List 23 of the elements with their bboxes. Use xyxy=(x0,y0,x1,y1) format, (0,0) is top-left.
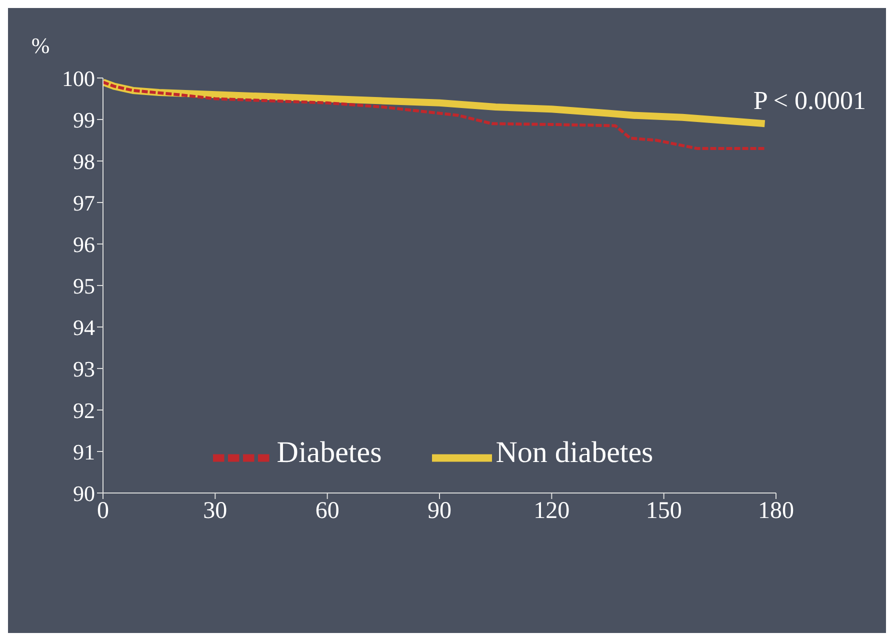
y-tick-label: 95 xyxy=(73,273,95,298)
y-tick-label: 98 xyxy=(73,148,95,174)
annotation: P < 0.0001 xyxy=(753,86,866,116)
x-tick-label: 90 xyxy=(428,498,452,524)
y-tick-label: 91 xyxy=(73,439,95,464)
x-tick-label: 120 xyxy=(534,498,570,524)
x-tick-label: 30 xyxy=(203,498,228,524)
y-axis-title: % xyxy=(31,33,50,58)
y-tick-label: 94 xyxy=(73,314,95,340)
y-tick-label: 97 xyxy=(73,190,95,216)
y-tick-label: 100 xyxy=(62,66,95,91)
x-tick-label: 0 xyxy=(97,498,109,524)
y-tick-label: 96 xyxy=(73,232,95,257)
legend-label: Non diabetes xyxy=(496,436,654,469)
x-tick-label: 180 xyxy=(758,498,794,524)
y-tick-label: 90 xyxy=(73,480,95,506)
y-tick-label: 93 xyxy=(73,356,95,382)
x-tick-label: 150 xyxy=(646,498,682,524)
y-tick-label: 99 xyxy=(73,107,95,132)
x-tick-label: 60 xyxy=(315,498,340,524)
legend-label: Diabetes xyxy=(276,436,382,469)
y-tick-label: 92 xyxy=(73,398,95,423)
line-series xyxy=(103,80,766,150)
